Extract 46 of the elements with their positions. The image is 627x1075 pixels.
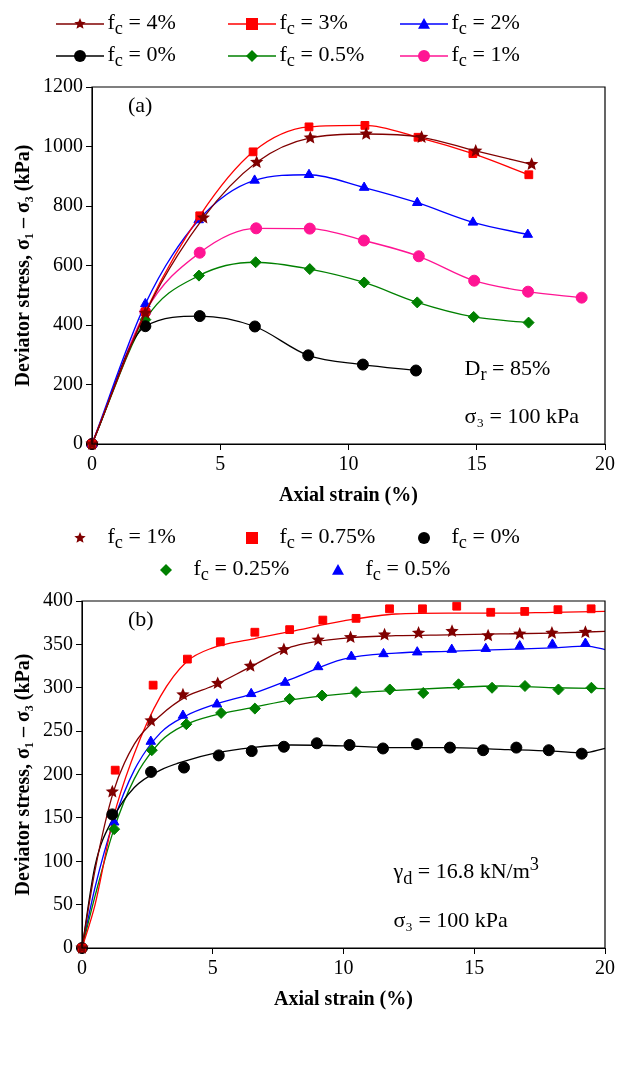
y-tick-label: 200: [53, 371, 83, 394]
x-tick-label: 10: [338, 452, 359, 475]
y-tick-label: 400: [53, 312, 83, 335]
x-tick-label: 10: [333, 956, 354, 979]
legend-label: f$_{c}$ = 0.75%: [279, 522, 376, 554]
y-axis-title: Deviator stress, σ₁ – σ₃ (kPa): [11, 653, 35, 896]
legend-label: f$_{c}$ = 4%: [107, 8, 176, 40]
legend-label: f$_{c}$ = 0.25%: [193, 554, 290, 586]
x-tick-label: 15: [466, 452, 487, 475]
annotation: (b): [128, 606, 154, 632]
y-tick-label: 250: [43, 718, 73, 741]
y-tick-label: 350: [43, 631, 73, 654]
y-tick-label: 0: [63, 935, 73, 958]
legend-label: f$_{c}$ = 0.5%: [279, 40, 365, 72]
y-tick-label: 200: [43, 761, 73, 784]
legend-label: f$_{c}$ = 1%: [107, 522, 176, 554]
y-tick-label: 300: [43, 675, 73, 697]
x-tick-label: 5: [215, 452, 226, 475]
y-tick-label: 1200: [43, 74, 83, 97]
legend-label: f$_{c}$ = 2%: [451, 8, 520, 40]
x-tick-label: 15: [464, 956, 485, 979]
annotation: σ₃ = 100 kPa: [464, 402, 579, 430]
legend-label: f$_{c}$ = 0%: [451, 522, 520, 554]
y-tick-label: 1000: [43, 133, 83, 156]
legend-label: f$_{c}$ = 3%: [279, 8, 348, 40]
y-tick-label: 100: [43, 848, 73, 871]
x-tick-label: 0: [87, 452, 97, 475]
y-tick-label: 800: [53, 193, 83, 216]
legend-label: f$_{c}$ = 1%: [451, 40, 520, 72]
y-tick-label: 600: [53, 252, 83, 275]
x-tick-label: 5: [207, 956, 218, 979]
x-tick-label: 20: [595, 956, 615, 979]
y-axis-title: Deviator stress, σ₁ – σ₃ (kPa): [11, 144, 35, 387]
annotation: D$_{r}$ = 85%: [464, 353, 552, 386]
y-tick-label: 400: [43, 588, 73, 611]
y-tick-label: 150: [43, 805, 73, 828]
legend-label: f$_{c}$ = 0%: [107, 40, 176, 72]
x-tick-label: 20: [595, 452, 615, 475]
x-axis-title: Axial strain (%): [279, 483, 418, 507]
annotation: σ₃ = 100 kPa: [393, 906, 509, 934]
y-tick-label: 50: [53, 891, 73, 914]
annotation: (a): [128, 92, 153, 118]
x-axis-title: Axial strain (%): [274, 987, 413, 1011]
annotation: γ$_{d}$ = 16.8 kN/m$^{3}$: [393, 853, 539, 890]
legend-label: f$_{c}$ = 0.5%: [365, 554, 451, 586]
y-tick-label: 0: [73, 431, 83, 454]
